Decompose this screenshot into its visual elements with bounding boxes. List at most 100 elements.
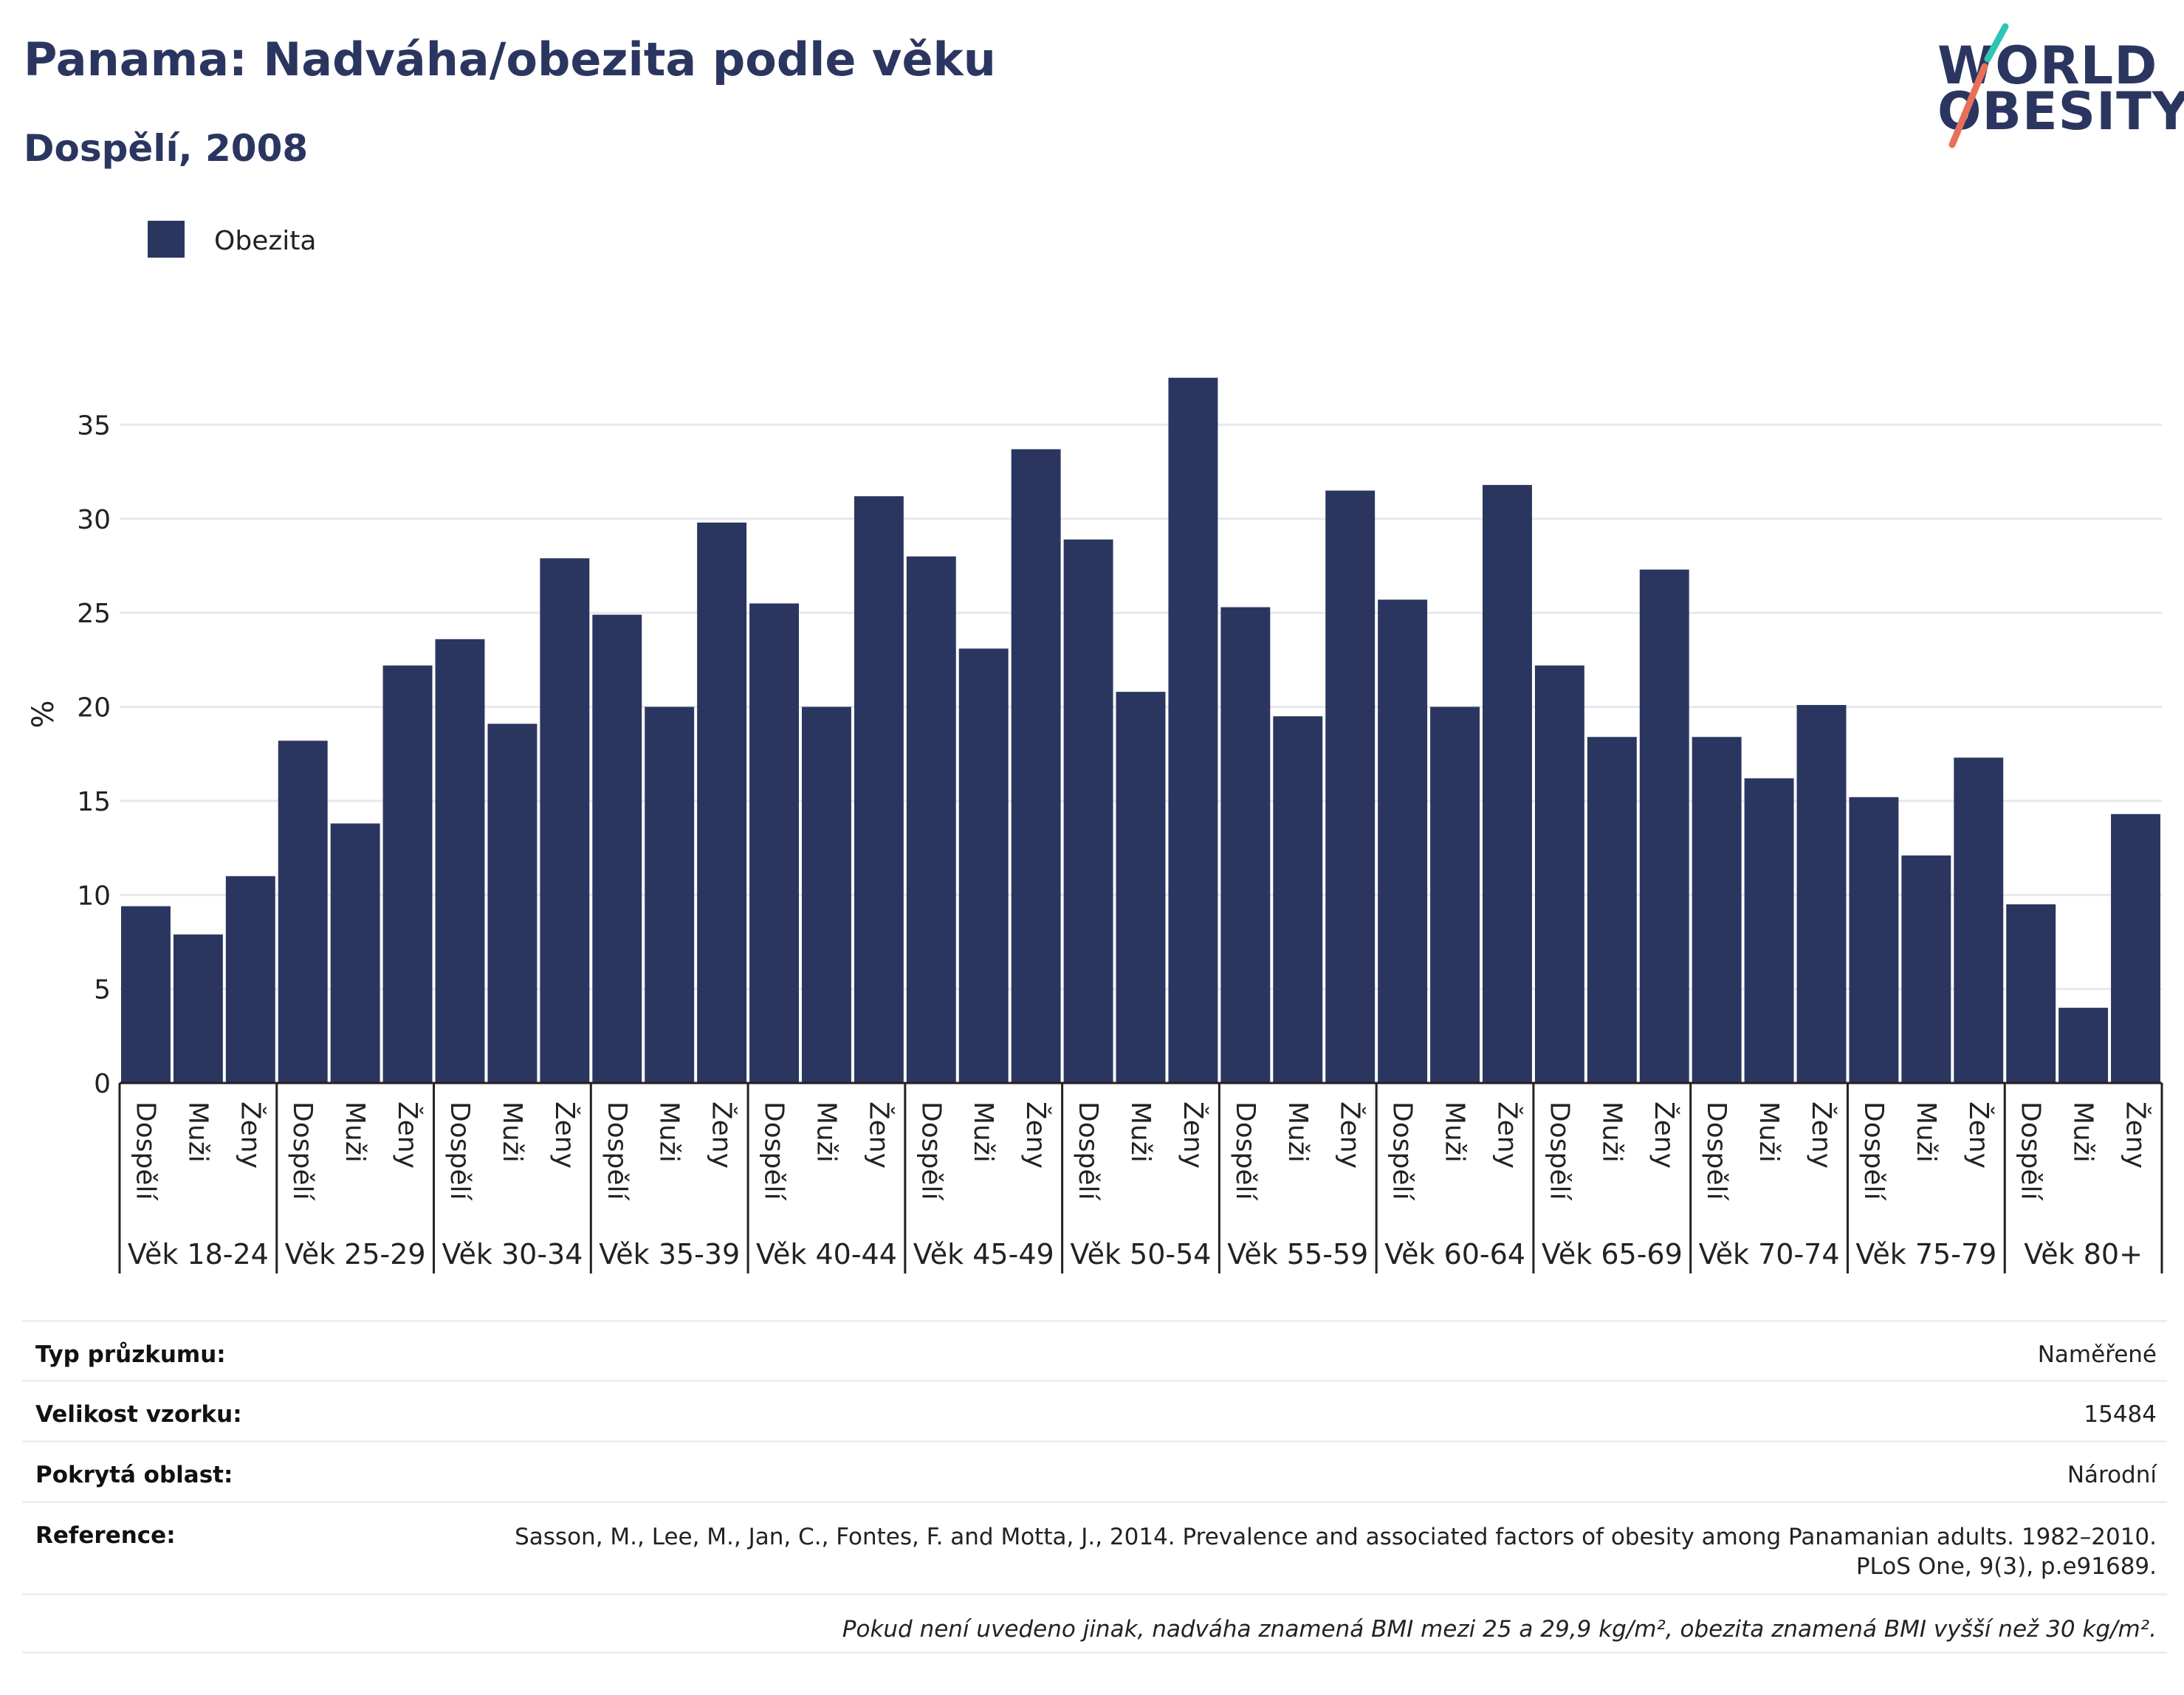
- x-tick-label: Muži: [1911, 1101, 1941, 1163]
- age-group-label: Věk 80+: [2024, 1238, 2143, 1271]
- bar: [173, 934, 223, 1083]
- bar: [2058, 1008, 2109, 1083]
- info-row-survey-type: Typ průzkumu: Naměřené: [22, 1320, 2167, 1380]
- info-label: Typ průzkumu:: [35, 1341, 226, 1368]
- x-tick-label: Muži: [1596, 1101, 1627, 1163]
- x-tick-label: Dospělí: [916, 1101, 946, 1201]
- x-tick-label: Muži: [1282, 1101, 1313, 1163]
- y-tick-label: 25: [77, 599, 111, 629]
- bar: [1168, 377, 1218, 1083]
- x-tick-label: Ženy: [549, 1101, 580, 1169]
- bar: [330, 823, 380, 1083]
- info-row-reference: Reference: Sasson, M., Lee, M., Jan, C.,…: [22, 1501, 2167, 1593]
- x-tick-label: Muži: [497, 1101, 527, 1163]
- bar: [225, 876, 275, 1083]
- info-value: 15484: [2084, 1401, 2157, 1428]
- x-tick-label: Ženy: [392, 1101, 423, 1169]
- chart-subtitle: Dospělí, 2008: [24, 127, 309, 170]
- logo-word-bottom: OBESITY: [1937, 81, 2184, 142]
- y-tick-label: 20: [77, 693, 111, 723]
- info-label: Pokrytá oblast:: [35, 1462, 233, 1488]
- x-tick-label: Dospělí: [1387, 1101, 1418, 1201]
- definition-note: Pokud není uvedeno jinak, nadváha znamen…: [22, 1593, 2167, 1654]
- x-tick-label: Dospělí: [444, 1101, 475, 1201]
- info-label: Velikost vzorku:: [35, 1401, 242, 1428]
- bar: [906, 556, 956, 1083]
- bar: [1692, 737, 1742, 1083]
- y-tick-label: 35: [77, 410, 111, 441]
- age-group-label: Věk 55-59: [1227, 1238, 1368, 1271]
- x-tick-label: Muži: [1440, 1101, 1470, 1163]
- y-tick-label: 5: [94, 975, 111, 1005]
- info-value: Sasson, M., Lee, M., Jan, C., Fontes, F.…: [515, 1524, 2157, 1580]
- x-tick-label: Dospělí: [759, 1101, 789, 1201]
- age-group-label: Věk 65-69: [1542, 1238, 1683, 1271]
- chart-title: Panama: Nadváha/obezita podle věku: [24, 32, 996, 86]
- bar: [1011, 449, 1061, 1083]
- bar: [1063, 539, 1113, 1083]
- info-row-coverage: Pokrytá oblast: Národní: [22, 1440, 2167, 1501]
- y-tick-label: 10: [77, 881, 111, 911]
- x-tick-label: Muži: [340, 1101, 370, 1163]
- age-group-label: Věk 50-54: [1071, 1238, 1212, 1271]
- bar: [1796, 704, 1847, 1083]
- logo-slash-icon: [1948, 23, 2009, 148]
- x-tick-label: Ženy: [2121, 1101, 2152, 1169]
- x-tick-label: Dospělí: [1701, 1101, 1731, 1201]
- bar: [1430, 706, 1480, 1083]
- bar: [958, 648, 1009, 1083]
- x-tick-label: Ženy: [1020, 1101, 1051, 1169]
- x-tick-label: Muži: [1125, 1101, 1155, 1163]
- age-group-label: Věk 40-44: [756, 1238, 897, 1271]
- bar: [592, 614, 642, 1083]
- x-tick-label: Muži: [654, 1101, 684, 1163]
- age-group-label: Věk 25-29: [285, 1238, 426, 1271]
- x-tick-label: Dospělí: [1858, 1101, 1889, 1201]
- x-tick-label: Dospělí: [1230, 1101, 1260, 1201]
- survey-info-table: Typ průzkumu: Naměřené Velikost vzorku: …: [22, 1320, 2167, 1654]
- age-group-label: Věk 70-74: [1699, 1238, 1840, 1271]
- info-value: Národní: [2067, 1462, 2157, 1488]
- x-tick-label: Ženy: [707, 1101, 738, 1169]
- x-tick-label: Dospělí: [130, 1101, 160, 1201]
- x-tick-label: Dospělí: [1073, 1101, 1103, 1201]
- x-tick-label: Ženy: [1335, 1101, 1366, 1169]
- bar: [487, 723, 538, 1083]
- x-tick-label: Ženy: [1491, 1101, 1522, 1169]
- bar: [2111, 814, 2160, 1083]
- bar: [1220, 607, 1271, 1083]
- x-tick-label: Dospělí: [287, 1101, 317, 1201]
- y-axis-label: %: [27, 700, 61, 728]
- x-tick-label: Ženy: [863, 1101, 894, 1169]
- age-group-label: Věk 30-34: [442, 1238, 583, 1271]
- bar: [1587, 737, 1637, 1083]
- x-tick-label: Muži: [2068, 1101, 2098, 1163]
- legend-swatch: [148, 221, 185, 258]
- x-tick-label: Ženy: [1178, 1101, 1209, 1169]
- y-tick-label: 15: [77, 787, 111, 817]
- x-tick-label: Muži: [811, 1101, 841, 1163]
- x-tick-label: Ženy: [1963, 1101, 1994, 1169]
- info-value: Naměřené: [2037, 1341, 2157, 1368]
- x-tick-label: Dospělí: [1544, 1101, 1574, 1201]
- bar: [1534, 665, 1584, 1083]
- x-tick-label: Ženy: [1649, 1101, 1680, 1169]
- x-tick-label: Dospělí: [602, 1101, 632, 1201]
- bar: [1744, 778, 1794, 1083]
- bar: [1273, 716, 1323, 1083]
- x-tick-label: Ženy: [1806, 1101, 1837, 1169]
- age-group-label: Věk 18-24: [128, 1238, 269, 1271]
- x-tick-label: Ženy: [235, 1101, 266, 1169]
- bar: [435, 639, 485, 1083]
- bar: [1325, 490, 1376, 1083]
- age-group-label: Věk 45-49: [913, 1238, 1054, 1271]
- bar: [1639, 569, 1689, 1083]
- y-tick-label: 0: [94, 1069, 111, 1099]
- bar: [121, 906, 171, 1083]
- bar: [1901, 855, 1951, 1083]
- bar: [278, 740, 328, 1083]
- x-tick-label: Dospělí: [2016, 1101, 2046, 1201]
- bar: [2006, 904, 2056, 1083]
- y-tick-label: 30: [77, 505, 111, 535]
- bar: [802, 706, 851, 1083]
